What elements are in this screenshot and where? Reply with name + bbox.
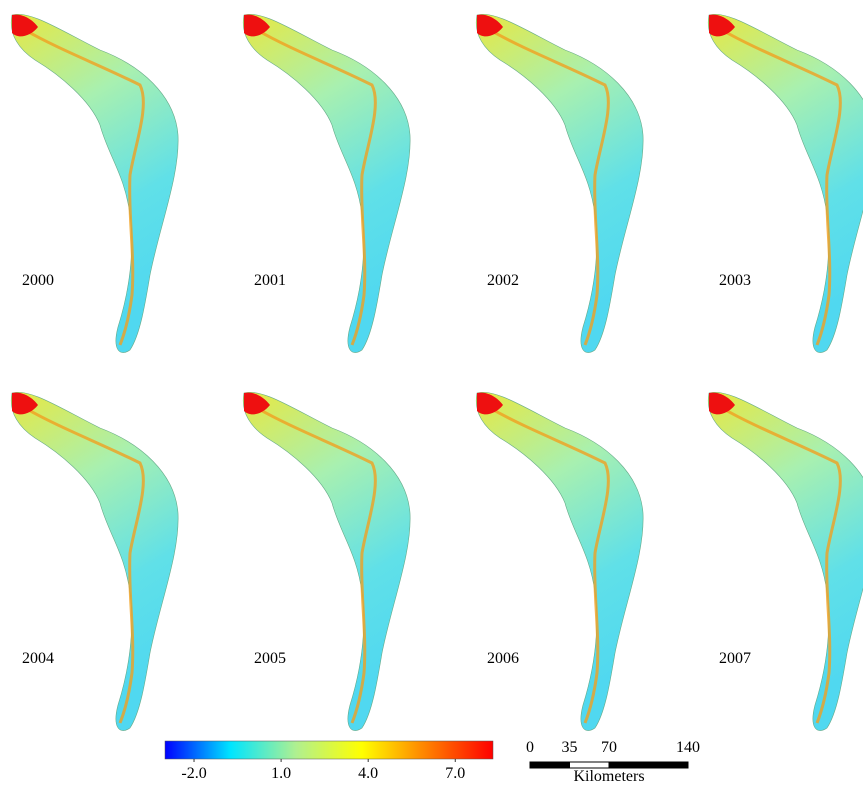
scale-segment: [608, 761, 689, 769]
year-label: 2004: [22, 650, 54, 667]
map-panel: 2006: [474, 390, 645, 733]
panels: 2000 2001 2002 2003 2004 2005 2006 2007: [9, 12, 863, 733]
map-panel: 2003: [706, 12, 863, 355]
region-map: [241, 390, 412, 733]
map-panel: 2005: [241, 390, 412, 733]
colorbar-ticks: -2.0 1.0 4.0 7.0: [181, 759, 465, 782]
scale-tick-label: 140: [676, 739, 700, 756]
colorbar-tick-label: 4.0: [358, 765, 378, 782]
year-label: 2005: [254, 650, 286, 667]
year-label: 2006: [487, 650, 519, 667]
colorbar-tick-label: -2.0: [181, 765, 206, 782]
scale-tick-label: 70: [601, 739, 617, 756]
year-label: 2000: [22, 272, 54, 289]
scale-segment: [529, 761, 570, 769]
colorbar-tick-label: 1.0: [271, 765, 291, 782]
map-panel: 2000: [9, 12, 180, 355]
region-map: [9, 12, 180, 355]
region-map: [706, 390, 863, 733]
map-panel: 2007: [706, 390, 863, 733]
region-map: [474, 390, 645, 733]
map-panel: 2004: [9, 390, 180, 733]
region-map: [241, 12, 412, 355]
colorbar: [164, 740, 494, 760]
scale-unit: Kilometers: [573, 768, 644, 785]
year-label: 2007: [719, 650, 751, 667]
colorbar-tick-label: 7.0: [445, 765, 465, 782]
scale-tick-label: 35: [562, 739, 578, 756]
map-panel: 2002: [474, 12, 645, 355]
region-map: [9, 390, 180, 733]
year-label: 2002: [487, 272, 519, 289]
year-label: 2001: [254, 272, 286, 289]
year-label: 2003: [719, 272, 751, 289]
scale-bar: 0 35 70 140: [526, 739, 700, 769]
map-panel: 2001: [241, 12, 412, 355]
region-map: [706, 12, 863, 355]
scale-tick-label: 0: [526, 739, 534, 756]
region-map: [474, 12, 645, 355]
